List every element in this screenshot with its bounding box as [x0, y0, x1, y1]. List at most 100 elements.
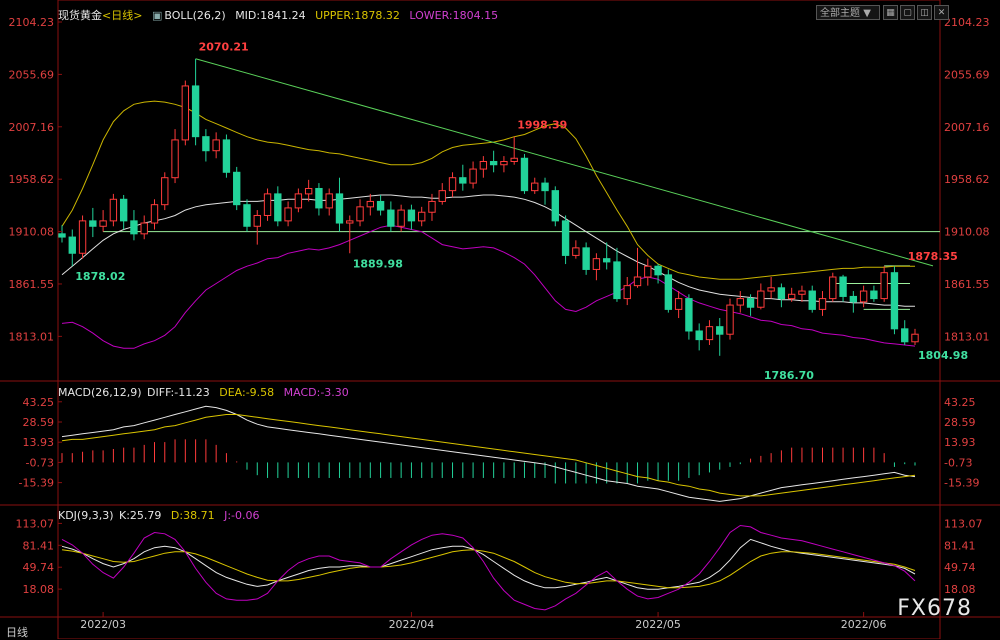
y-tick-label-left: 43.25 — [23, 396, 55, 409]
y-tick-label-right: 2055.69 — [944, 68, 990, 81]
candle-body — [99, 220, 107, 227]
candle-body — [346, 220, 354, 224]
candle-body — [438, 190, 446, 202]
macd-value: MACD:-3.30 — [283, 386, 349, 399]
y-tick-label-right: 1958.62 — [944, 173, 990, 186]
symbol-label: 现货黄金 — [58, 9, 102, 22]
candle-body — [901, 328, 909, 343]
candle-body — [654, 265, 662, 276]
x-tick-label: 2022/03 — [80, 618, 126, 631]
boll-upper: UPPER:1878.32 — [315, 9, 400, 22]
x-tick-label: 2022/04 — [389, 618, 435, 631]
chevron-down-icon: ▼ — [863, 8, 871, 19]
y-tick-label-left: 2007.16 — [9, 121, 55, 134]
candle-body — [644, 265, 652, 278]
candle-body — [746, 298, 755, 308]
candle-body — [130, 220, 138, 235]
candle-body — [870, 290, 878, 300]
y-tick-label-right: 49.74 — [944, 561, 976, 574]
macd-diff-line — [61, 405, 916, 502]
candle-body — [315, 187, 323, 209]
candle-body — [859, 290, 868, 303]
candle-body — [222, 139, 231, 173]
close-icon[interactable]: ✕ — [934, 5, 949, 20]
trendline — [195, 58, 934, 267]
price-annotation: 1889.98 — [353, 257, 403, 270]
macd-diff: DIFF:-11.23 — [147, 386, 210, 399]
candle-body — [325, 193, 333, 209]
candle-body — [407, 209, 416, 222]
kdj-label: KDJ(9,3,3) — [58, 509, 114, 522]
y-tick-label-left: 49.74 — [23, 561, 55, 574]
y-tick-label-right: -15.39 — [944, 477, 979, 490]
grid-view-icon[interactable]: ▦ — [883, 5, 898, 20]
candle-body — [767, 287, 775, 292]
candle-body — [572, 247, 580, 256]
candle-body — [459, 177, 467, 184]
candle-body — [520, 157, 529, 192]
candle-body — [880, 272, 888, 300]
candle-body — [78, 220, 87, 254]
candle-body — [911, 333, 919, 343]
maximize-icon[interactable]: ◫ — [917, 5, 932, 20]
kdj-k: K:25.79 — [119, 509, 162, 522]
y-tick-label-right: 2104.23 — [944, 16, 990, 29]
restore-icon[interactable]: ▢ — [900, 5, 915, 20]
y-tick-label-right: 2007.16 — [944, 121, 990, 134]
candle-body — [428, 200, 436, 213]
candle-body — [376, 200, 385, 211]
candle-body — [294, 193, 303, 209]
boll-mid: MID:1841.24 — [235, 9, 306, 22]
candle-body — [603, 258, 611, 263]
y-tick-label-left: 81.41 — [23, 539, 55, 552]
candle-body — [212, 139, 220, 152]
candle-body — [818, 298, 827, 310]
theme-label: 全部主题 — [820, 8, 860, 19]
candle-body — [613, 261, 621, 300]
candle-body — [109, 198, 118, 222]
macd-header: MACD(26,12,9) DIFF:-11.23 DEA:-9.58 MACD… — [58, 386, 355, 399]
candle-body — [500, 161, 508, 166]
candle-body — [685, 298, 693, 332]
boll-upper-line — [61, 100, 915, 280]
macd-panel — [61, 405, 916, 502]
candle-body — [274, 193, 282, 222]
candle-body — [736, 298, 744, 306]
candle-body — [356, 206, 364, 222]
boll-lower-line — [61, 224, 916, 349]
candle-body — [89, 220, 97, 227]
candle-body — [674, 298, 683, 310]
y-tick-label-right: 1813.01 — [944, 330, 990, 343]
y-tick-label-left: 1910.08 — [9, 226, 55, 239]
candle-body — [849, 295, 858, 303]
period-label[interactable]: <日线> — [102, 9, 143, 22]
candle-body — [263, 193, 272, 216]
candle-body — [284, 207, 292, 222]
candle-body — [623, 285, 631, 300]
price-annotation: 1998.39 — [517, 118, 567, 131]
bottom-tab-day[interactable]: 日线 — [6, 626, 28, 639]
watermark: FX678 — [897, 596, 972, 621]
y-tick-label-right: 1910.08 — [944, 226, 990, 239]
candle-body — [839, 276, 847, 297]
candle-body — [161, 177, 169, 206]
y-tick-label-left: 1861.55 — [9, 278, 55, 291]
kdj-d: D:38.71 — [170, 509, 215, 522]
candle-body — [397, 209, 405, 227]
y-tick-label-left: -0.73 — [26, 456, 54, 469]
y-tick-label-right: 113.07 — [944, 517, 983, 530]
candle-body — [140, 222, 148, 235]
y-tick-label-left: 1958.62 — [9, 173, 55, 186]
main-header: 现货黄金<日线> ▣ BOLL(26,2) MID:1841.24 UPPER:1… — [58, 7, 504, 23]
candle-body — [304, 187, 313, 195]
boll-checkbox-icon[interactable]: ▣ — [151, 9, 163, 22]
theme-select[interactable]: 全部主题 ▼ — [816, 5, 880, 20]
candle-body — [726, 304, 734, 335]
candle-body — [202, 136, 210, 152]
y-tick-label-right: 1861.55 — [944, 278, 990, 291]
x-tick-label: 2022/05 — [635, 618, 681, 631]
candle-body — [479, 161, 488, 170]
candle-body — [695, 330, 703, 341]
price-annotations: 2070.21 1998.39 1878.02 1889.98 1786.70 1878.… — [75, 41, 968, 382]
axis-labels: 2104.23 2104.23 2055.69 2055.69 2007.16 2007.… — [9, 16, 990, 631]
